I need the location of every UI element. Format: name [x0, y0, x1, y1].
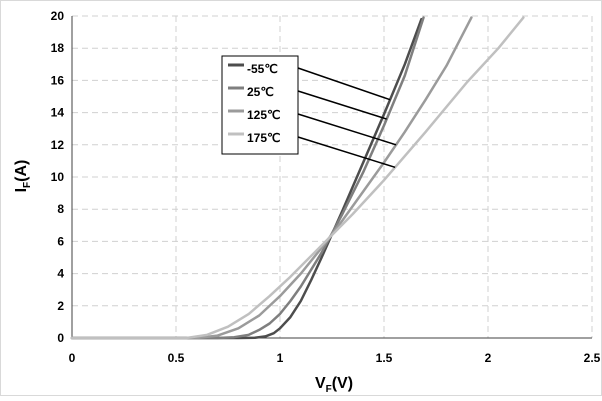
x-tick-label: 2: [485, 351, 492, 365]
y-tick-label: 0: [57, 331, 64, 345]
y-tick-label: 16: [51, 73, 65, 87]
y-tick-label: 20: [51, 9, 65, 23]
y-tick-label: 8: [57, 202, 64, 216]
x-tick-label: 1: [277, 351, 284, 365]
y-axis-title-main: I: [13, 188, 30, 192]
legend: -55℃ 25℃ 125℃ 175℃: [221, 55, 299, 155]
y-axis-title-unit: (A): [13, 160, 30, 182]
series-line-1: [70, 16, 425, 340]
y-axis-title-subscript: F: [22, 182, 33, 188]
y-tick-label: 6: [57, 234, 64, 248]
y-tick-label: 10: [51, 170, 65, 184]
series-line-0: [70, 17, 423, 340]
y-tick-label: 12: [51, 138, 65, 152]
x-axis-title: VF(V): [315, 375, 353, 395]
y-axis-title: IF(A): [13, 160, 33, 193]
legend-pointer-3: [297, 136, 396, 169]
legend-label-0: -55℃: [247, 62, 278, 76]
legend-pointer-0: [297, 67, 391, 101]
x-axis-title-unit: (V): [332, 375, 353, 392]
legend-label-3: 175℃: [247, 131, 281, 145]
series-line-3: [70, 16, 525, 340]
x-axis-title-main: V: [315, 375, 326, 392]
x-tick-label: 2.5: [584, 351, 601, 365]
tick-label-layer: 0 2 4 6 8 10 12 14 16 18 20 0 0.5 1 1.5 2 2.5: [51, 9, 601, 365]
x-tick-label: 0: [69, 351, 76, 365]
legend-pointer-layer: [297, 67, 397, 169]
legend-label-2: 125℃: [247, 108, 281, 122]
x-axis-title-subscript: F: [326, 384, 332, 395]
x-tick-label: 1.5: [376, 351, 393, 365]
y-tick-label: 14: [51, 106, 65, 120]
legend-label-1: 25℃: [247, 85, 274, 99]
series-layer: [70, 16, 525, 340]
series-line-2: [70, 16, 473, 340]
y-tick-label: 2: [57, 299, 64, 313]
y-tick-label: 18: [51, 41, 65, 55]
legend-pointer-2: [297, 113, 397, 146]
x-tick-label: 0.5: [168, 351, 185, 365]
grid-layer: [72, 15, 593, 338]
legend-pointer-1: [297, 90, 387, 120]
legend-box: [221, 55, 299, 155]
y-tick-label: 4: [57, 267, 64, 281]
